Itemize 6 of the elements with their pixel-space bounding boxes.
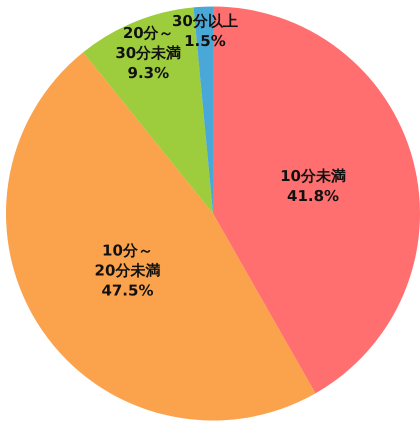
data-label: 1.5%: [184, 32, 226, 50]
data-label: 9.3%: [128, 64, 170, 82]
data-label: 47.5%: [101, 282, 154, 300]
slice-label: 10分～ 20分未満: [94, 242, 160, 280]
slice-label: 10分未満: [280, 166, 346, 185]
data-label: 41.8%: [287, 186, 340, 205]
